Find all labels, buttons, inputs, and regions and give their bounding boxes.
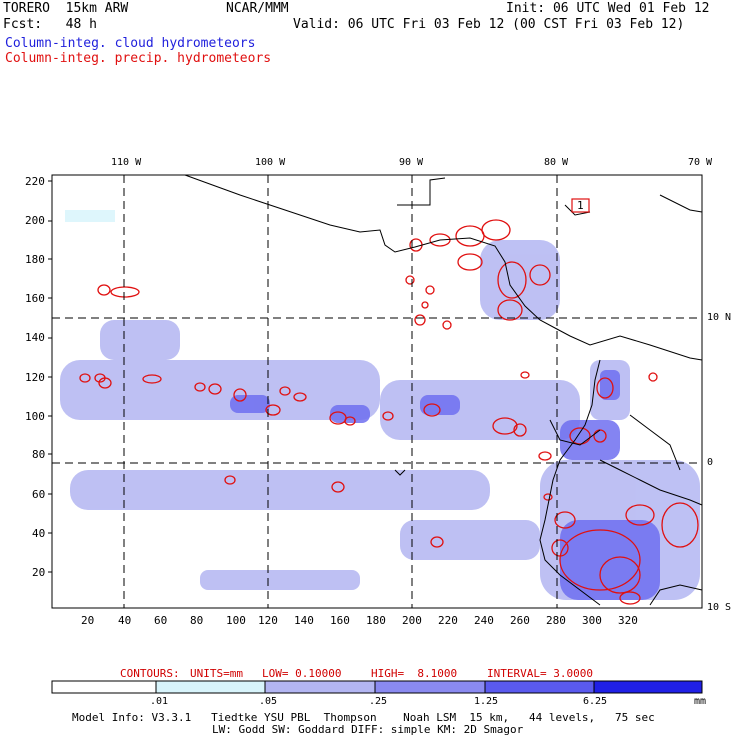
x-tick-label: 220 xyxy=(438,614,458,627)
model-title: TORERO 15km ARW xyxy=(3,1,129,16)
y-tick-label: 180 xyxy=(25,253,45,266)
contours-high: HIGH= 8.1000 xyxy=(371,667,458,680)
valid-time: Valid: 06 UTC Fri 03 Feb 12 (00 CST Fri … xyxy=(293,17,685,32)
colorbar-unit: mm xyxy=(694,696,707,707)
colorbar-bin xyxy=(484,680,595,694)
colorbar-bin xyxy=(264,680,376,694)
lat-label-10s: 10 S xyxy=(707,602,732,613)
lon-label-80w: 80 W xyxy=(544,157,569,168)
x-tick-label: 300 xyxy=(582,614,602,627)
lon-label-100w: 100 W xyxy=(255,157,286,168)
x-tick-label: 240 xyxy=(474,614,494,627)
x-tick-label: 20 xyxy=(81,614,95,627)
model-info-line1: Model Info: V3.3.1 Tiedtke YSU PBL Thomp… xyxy=(72,711,655,724)
x-tick-label: 320 xyxy=(618,614,638,627)
colorbar-bin xyxy=(155,680,266,694)
lon-label-70w: 70 W xyxy=(688,157,713,168)
x-tick-label: 140 xyxy=(294,614,314,627)
colorbar-bin xyxy=(374,680,486,694)
lon-label-110w: 110 W xyxy=(111,157,142,168)
y-tick-label: 60 xyxy=(32,488,46,501)
center-label: NCAR/MMM xyxy=(226,1,289,16)
x-tick-label: 280 xyxy=(546,614,566,627)
y-tick-label: 140 xyxy=(25,331,45,344)
contours-interval: INTERVAL= 3.0000 xyxy=(487,667,593,680)
axis-ticks xyxy=(48,180,52,573)
x-tick-label: 180 xyxy=(366,614,386,627)
contours-low: LOW= 0.10000 xyxy=(262,667,342,680)
y-tick-label: 200 xyxy=(25,214,45,227)
x-tick-label: 100 xyxy=(226,614,246,627)
y-tick-label: 160 xyxy=(25,292,45,305)
contours-units: UNITS=mm xyxy=(190,667,243,680)
colorbar-label: .25 xyxy=(369,696,388,707)
x-tick-label: 120 xyxy=(258,614,278,627)
y-tick-label: 20 xyxy=(32,566,46,579)
grid-lines xyxy=(52,175,702,608)
colorbar-bin xyxy=(593,680,703,694)
colorbar-label: 6.25 xyxy=(583,696,608,707)
y-tick-label: 100 xyxy=(25,410,45,423)
x-tick-label: 40 xyxy=(118,614,132,627)
y-tick-label: 40 xyxy=(32,527,46,540)
lon-label-90w: 90 W xyxy=(399,157,424,168)
lat-label-0: 0 xyxy=(707,457,714,468)
model-info-line2: LW: Godd SW: Goddard DIFF: simple KM: 2D… xyxy=(212,723,524,736)
init-time: Init: 06 UTC Wed 01 Feb 12 xyxy=(506,1,710,16)
colorbar-label: .01 xyxy=(150,696,169,707)
colorbar-label: 1.25 xyxy=(474,696,499,707)
x-tick-label: 200 xyxy=(402,614,422,627)
y-tick-label: 80 xyxy=(32,448,46,461)
x-tick-label: 160 xyxy=(330,614,350,627)
contour-box-marker xyxy=(571,198,590,213)
map-frame xyxy=(51,174,703,609)
y-tick-label: 220 xyxy=(25,175,45,188)
lat-label-10n: 10 N xyxy=(707,312,732,323)
x-tick-label: 80 xyxy=(190,614,204,627)
contours-prefix: CONTOURS: xyxy=(120,667,180,680)
forecast-hour: Fcst: 48 h xyxy=(3,17,97,32)
field-precip-label: Column-integ. precip. hydrometeors xyxy=(5,51,272,66)
y-tick-label: 120 xyxy=(25,371,45,384)
x-tick-label: 260 xyxy=(510,614,530,627)
x-tick-label: 60 xyxy=(154,614,168,627)
colorbar-label: .05 xyxy=(259,696,278,707)
field-cloud-label: Column-integ. cloud hydrometeors xyxy=(5,36,256,51)
colorbar-bin xyxy=(51,680,157,694)
box-label: 1 xyxy=(577,199,584,212)
